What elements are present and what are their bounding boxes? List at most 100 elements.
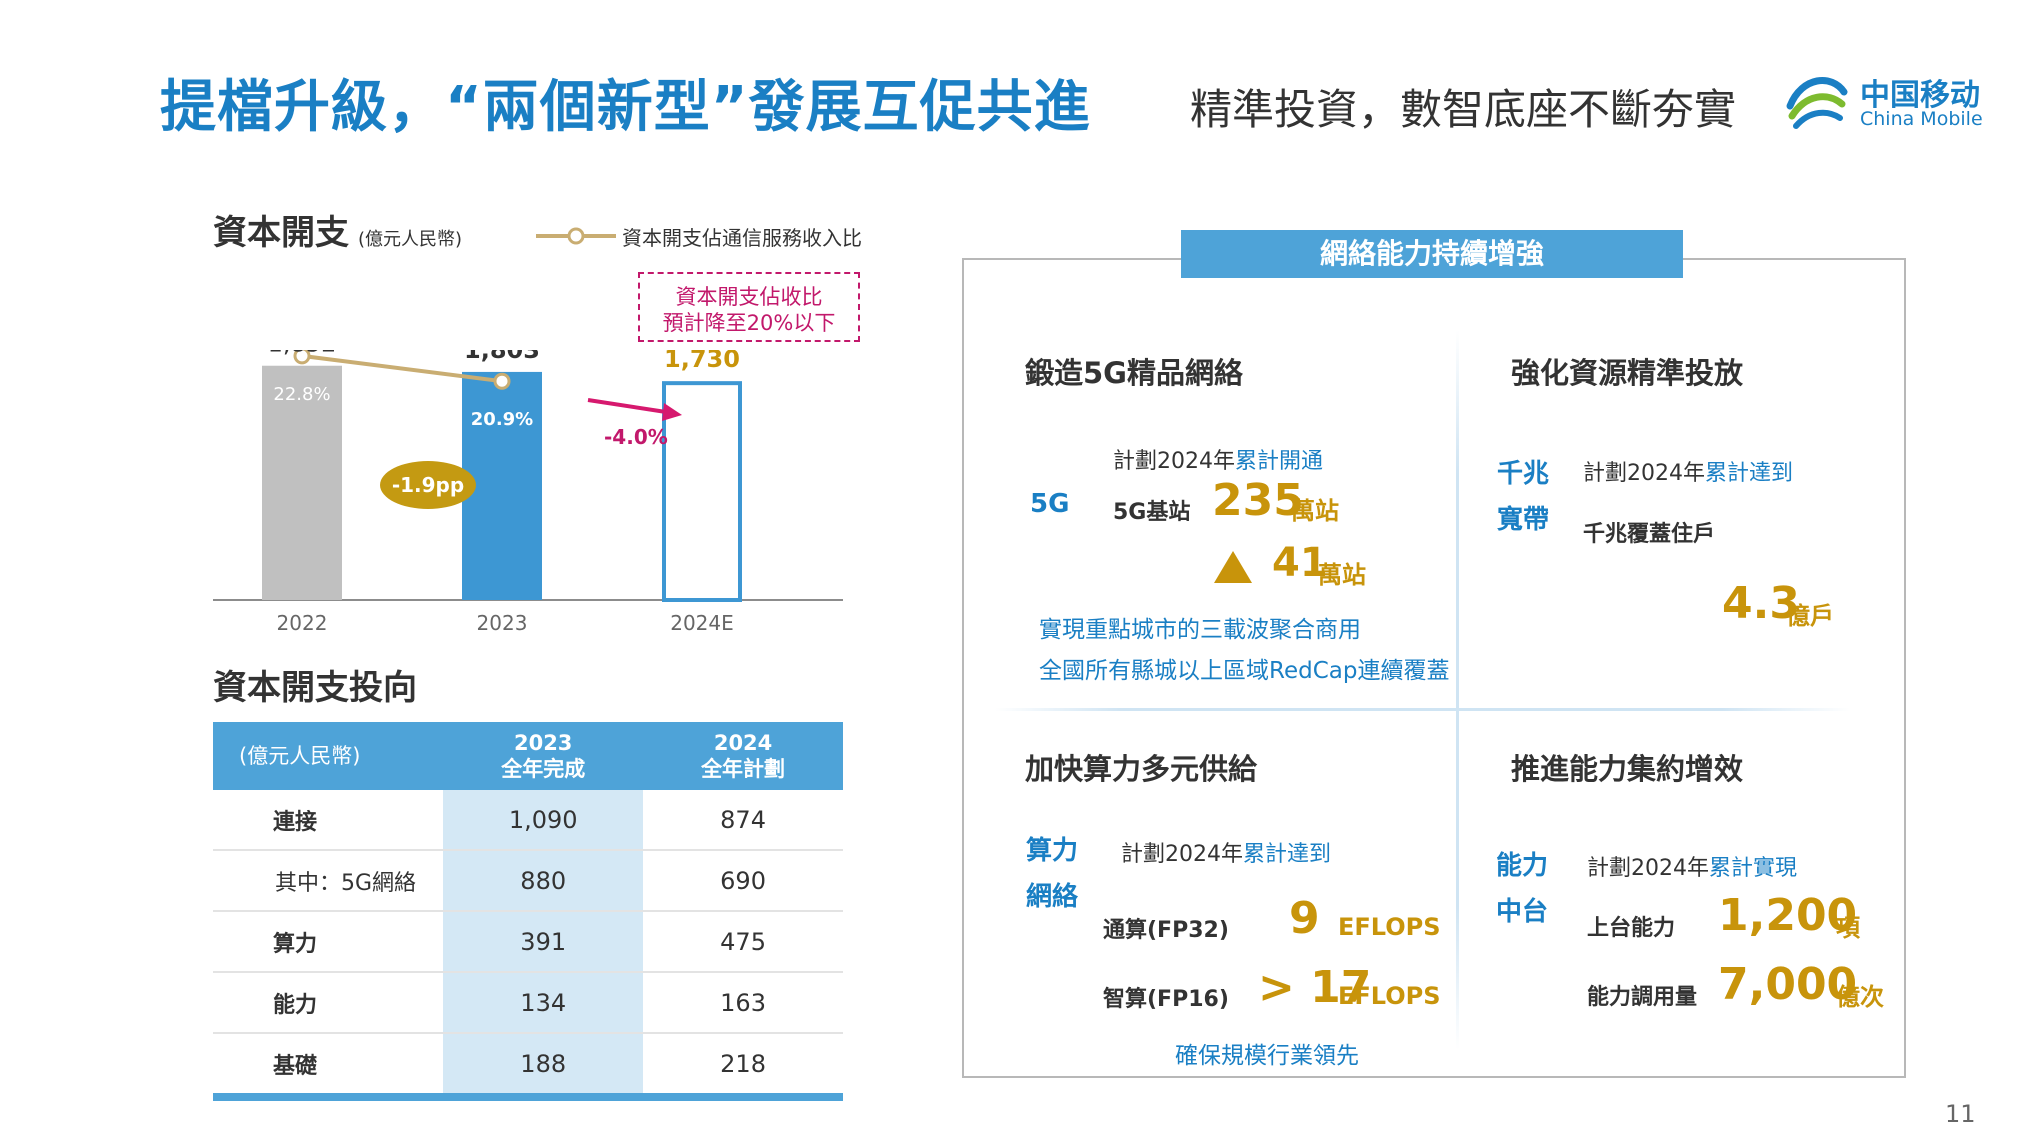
row-label: 基礎 <box>213 1033 444 1101</box>
bar-value-label-2024E: 1,730 <box>664 350 740 373</box>
q2-title: 強化資源精準投放 <box>1511 356 1744 390</box>
q3-title: 加快算力多元供給 <box>1025 752 1258 786</box>
table-row: 其中：5G網絡 880 690 <box>213 850 843 912</box>
row-value-2023: 188 <box>443 1033 644 1101</box>
capex-unit: (億元人民幣) <box>358 229 463 250</box>
table-row: 連接 1,090 874 <box>213 790 843 851</box>
row-value-2023: 391 <box>443 911 644 973</box>
ratio-change-label: -1.9pp <box>391 473 465 497</box>
q1-plan-highlight: 累計開通 <box>1235 449 1324 474</box>
row-value-2024: 163 <box>643 972 843 1034</box>
table-header-row: (億元人民幣) 2023 全年完成 2024 全年計劃 <box>213 722 843 790</box>
row-label: 能力 <box>213 972 444 1034</box>
decrease-arrow-icon <box>587 398 682 421</box>
page-title: 提檔升級，“兩個新型”發展互促共進 <box>160 75 1091 140</box>
q3-plan-prefix: 計劃2024年 <box>1121 842 1243 867</box>
row-value-2024: 475 <box>643 911 843 973</box>
row-value-2023: 1,090 <box>443 790 644 851</box>
ratio-label-2022: 22.8% <box>273 384 330 405</box>
q4-tag-line-2: 中台 <box>1496 897 1549 927</box>
q4-plan-prefix: 計劃2024年 <box>1587 856 1709 881</box>
q3-unit-1: EFLOPS <box>1338 913 1441 941</box>
ratio-change-badge: -1.9pp <box>380 461 476 509</box>
q4-value-1: 1,200 <box>1718 890 1858 941</box>
q2-plan-highlight: 累計達到 <box>1705 461 1794 486</box>
x-tick-label-2022: 2022 <box>277 611 328 635</box>
bar-value-label-2022: 1,852 <box>268 350 337 358</box>
q3-unit-2: EFLOPS <box>1338 982 1441 1010</box>
table-header-unit: (億元人民幣) <box>213 722 444 790</box>
q1-plan-prefix: 計劃2024年 <box>1113 449 1235 474</box>
ratio-point-2022 <box>293 350 311 365</box>
capex-title: 資本開支 <box>213 213 349 253</box>
row-value-2024: 874 <box>643 790 843 851</box>
capex-change-label: -4.0% <box>604 425 668 449</box>
china-mobile-logo: 中国移动 China Mobile <box>1782 66 2002 136</box>
q1-increase-value: 41 <box>1272 540 1328 586</box>
q4-unit-1: 項 <box>1836 914 1860 942</box>
x-tick-label-2023: 2023 <box>477 611 528 635</box>
q3-tag-line-1: 算力 <box>1026 836 1079 866</box>
quadrant-divider-vertical <box>1456 330 1459 1050</box>
legend-line-icon <box>536 227 616 245</box>
q3-metric-2: 智算(FP16) <box>1103 987 1229 1012</box>
q1-note-1: 實現重點城市的三載波聚合商用 <box>1039 617 1361 643</box>
capex-ratio-callout: 資本開支佔收比 預計降至20%以下 <box>638 272 860 342</box>
header-2023-year: 2023 <box>513 731 573 755</box>
q1-plan-text: 計劃2024年累計開通 <box>1113 443 1323 475</box>
q4-metric-1: 上台能力 <box>1587 916 1676 941</box>
q3-metric-1: 通算(FP32) <box>1103 918 1229 943</box>
callout-line-1: 資本開支佔收比 <box>675 285 823 309</box>
page-subtitle: 精準投資，數智底座不斷夯實 <box>1190 85 1737 134</box>
q1-metric: 5G基站 <box>1113 500 1191 525</box>
q2-tag-line-2: 寬帶 <box>1497 505 1550 535</box>
china-mobile-logo-icon <box>1786 77 1848 129</box>
q1-value: 235 <box>1212 475 1304 526</box>
table-row: 算力 391 475 <box>213 911 843 973</box>
ratio-line <box>301 353 503 384</box>
header-2023-desc: 全年完成 <box>501 757 586 781</box>
q2-value: 4.3 <box>1722 578 1800 629</box>
callout-line-2: 預計降至20%以下 <box>662 311 836 335</box>
q2-unit: 億戶 <box>1786 602 1834 630</box>
table-header-2023: 2023 全年完成 <box>443 722 644 790</box>
bar-2024E <box>662 381 742 602</box>
increase-triangle-icon <box>1214 551 1252 583</box>
q3-plan-highlight: 累計達到 <box>1243 842 1332 867</box>
q4-tag-line-1: 能力 <box>1496 851 1549 881</box>
q4-plan-highlight: 累計實現 <box>1709 856 1798 881</box>
quadrant-divider-horizontal <box>995 708 1850 711</box>
q3-value-2: > 17 <box>1258 962 1372 1013</box>
q3-tag-line-2: 網絡 <box>1026 882 1079 912</box>
q1-title: 鍛造5G精品網絡 <box>1025 356 1243 390</box>
header-2024-desc: 全年計劃 <box>701 757 786 781</box>
row-value-2023: 134 <box>443 972 644 1034</box>
q4-metric-2: 能力調用量 <box>1587 985 1698 1010</box>
q3-note: 確保規模行業領先 <box>1175 1043 1359 1069</box>
row-label: 算力 <box>213 911 444 973</box>
q4-value-2: 7,000 <box>1718 959 1858 1010</box>
q3-value-1: 9 <box>1289 893 1320 944</box>
table-row: 基礎 188 218 <box>213 1033 843 1101</box>
table-row: 能力 134 163 <box>213 972 843 1034</box>
row-value-2023: 880 <box>443 850 644 912</box>
logo-text-en: China Mobile <box>1860 108 1983 130</box>
capex-direction-table: (億元人民幣) 2023 全年完成 2024 全年計劃 連接 1,090 874… <box>213 722 843 1101</box>
row-value-2024: 690 <box>643 850 843 912</box>
x-tick-label-2024E: 2024E <box>670 611 734 635</box>
capex-bar-chart: 22.8% 20.9% 1,852 2022 1,803 2023 1,730 2024E <box>213 350 843 635</box>
ratio-point-2023 <box>493 372 511 390</box>
legend-label: 資本開支佔通信服務收入比 <box>622 226 862 250</box>
q4-title: 推進能力集約增效 <box>1511 752 1744 786</box>
capex-direction-title: 資本開支投向 <box>213 668 417 708</box>
q3-plan-text: 計劃2024年累計達到 <box>1121 836 1331 868</box>
row-label: 連接 <box>213 790 444 851</box>
row-label: 其中：5G網絡 <box>213 850 444 912</box>
bar-value-label-2023: 1,803 <box>464 350 540 364</box>
q4-plan-text: 計劃2024年累計實現 <box>1587 850 1797 882</box>
q2-plan-prefix: 計劃2024年 <box>1583 461 1705 486</box>
q4-unit-2: 億次 <box>1836 983 1884 1011</box>
q1-unit: 萬站 <box>1291 497 1339 525</box>
q2-tag-line-1: 千兆 <box>1497 459 1550 489</box>
q2-plan-text: 計劃2024年累計達到 <box>1583 455 1793 487</box>
